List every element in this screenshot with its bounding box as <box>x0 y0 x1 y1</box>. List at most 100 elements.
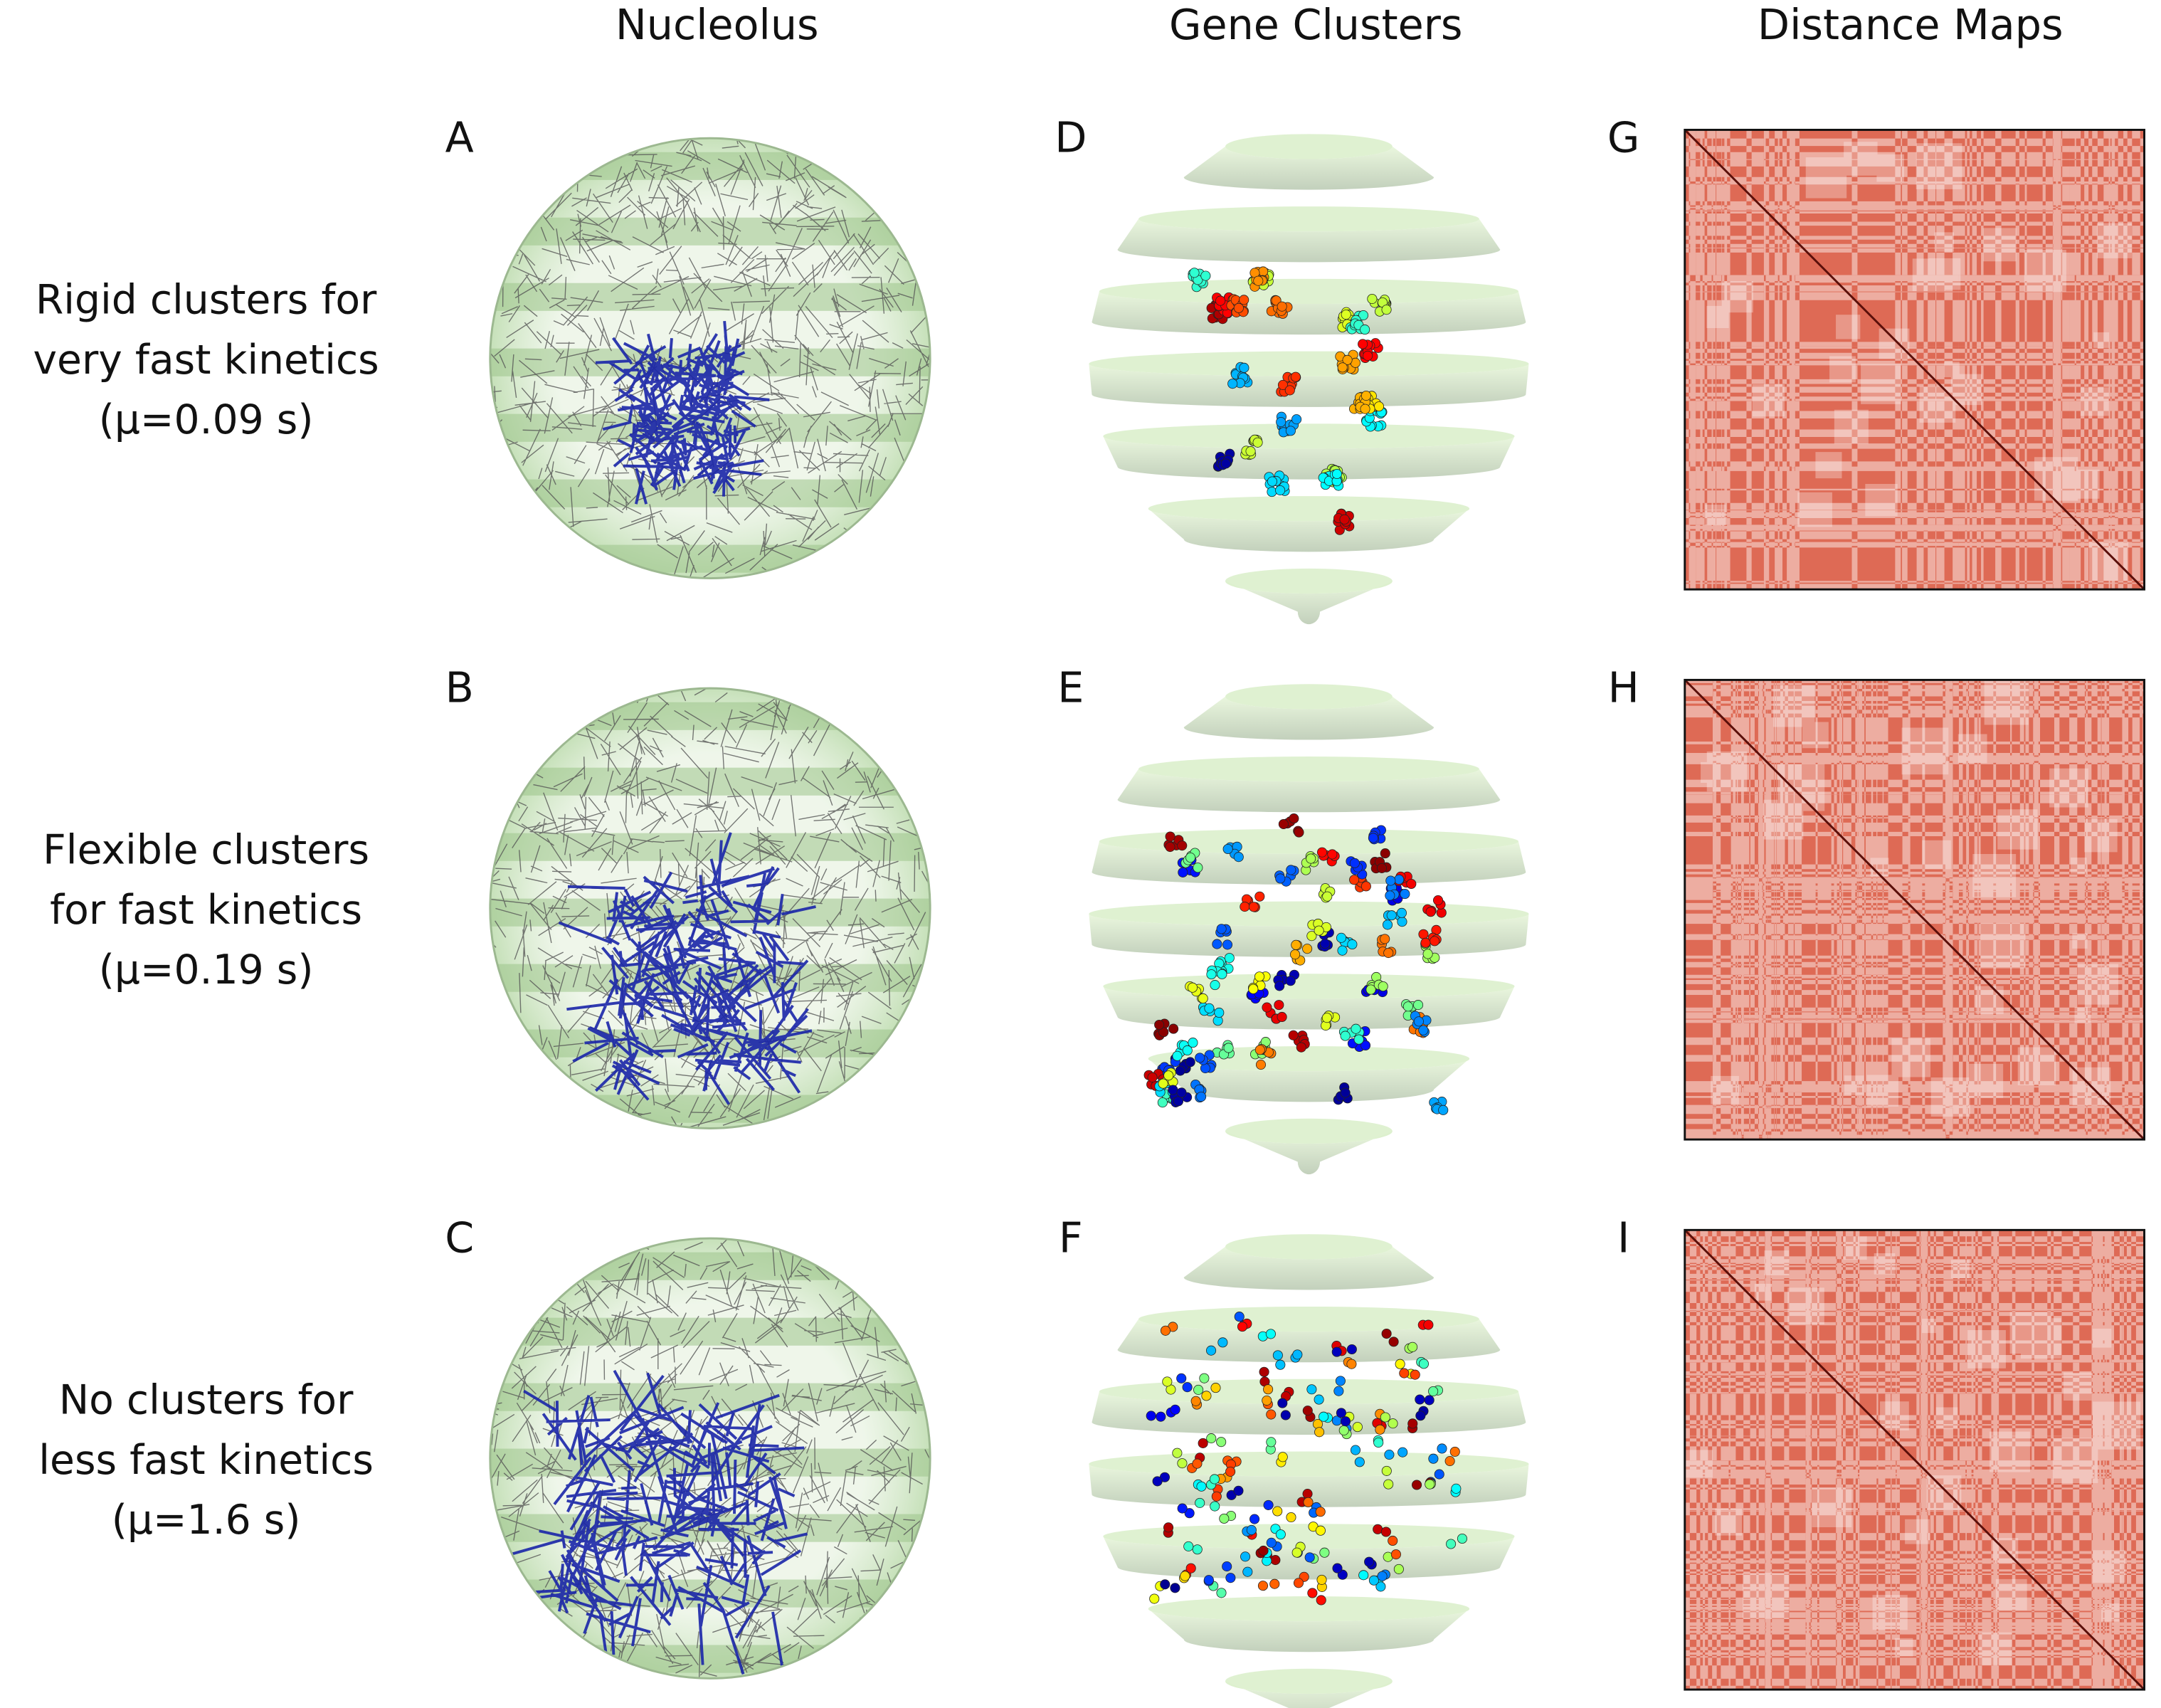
gene-bead <box>1240 902 1250 912</box>
gene-bead <box>1178 867 1188 877</box>
gene-bead <box>1239 295 1249 305</box>
gene-bead <box>1412 1000 1424 1011</box>
gene-bead <box>1239 362 1249 373</box>
gene-bead <box>1368 833 1378 843</box>
gene-bead <box>1358 310 1369 321</box>
gene-bead <box>1206 1433 1217 1444</box>
gene-bead <box>1212 939 1222 949</box>
panel-letter: H <box>1608 664 1639 712</box>
gene-bead <box>1368 1575 1379 1586</box>
gene-bead <box>1196 1091 1207 1102</box>
gene-bead <box>1162 1376 1173 1387</box>
gene-bead <box>1399 1368 1410 1378</box>
gene-bead <box>1395 1359 1405 1369</box>
gene-bead <box>1358 339 1368 349</box>
gene-bead <box>1346 1359 1357 1369</box>
gene-bead <box>1258 1545 1269 1556</box>
gene-bead <box>1158 1027 1169 1038</box>
gene-bead <box>1349 858 1360 868</box>
slab <box>1117 218 1501 263</box>
sphere-band <box>490 833 931 861</box>
gene-bead <box>1292 1349 1303 1360</box>
gene-bead <box>1407 1418 1418 1429</box>
gene-bead <box>1294 827 1304 838</box>
gene-bead <box>1360 390 1371 401</box>
map-blocks <box>1701 680 2119 1117</box>
gene-bead <box>1375 1581 1386 1592</box>
nucleolus-sphere <box>490 1238 931 1679</box>
panel-letter: D <box>1055 114 1087 162</box>
gene-bead <box>1340 1030 1351 1041</box>
gene-bead <box>1249 1514 1260 1524</box>
map-frame <box>1684 1228 2145 1691</box>
gene-bead <box>1402 1001 1413 1012</box>
gene-bead <box>1147 1072 1158 1082</box>
gene-bead <box>1152 1476 1163 1487</box>
gene-bead <box>1360 325 1370 335</box>
gray-network <box>490 138 931 579</box>
gene-bead <box>1210 1383 1221 1393</box>
gene-bead <box>1206 1345 1217 1356</box>
gene-bead <box>1388 1418 1398 1429</box>
gene-bead <box>1223 1043 1234 1053</box>
gene-bead <box>1200 270 1211 281</box>
gene-bead <box>1222 1561 1232 1572</box>
gene-bead <box>1364 1556 1375 1567</box>
map-frame <box>1684 128 2145 591</box>
gene-bead <box>1380 1527 1391 1537</box>
slab-top <box>1225 684 1393 710</box>
gene-bead <box>1342 354 1353 365</box>
gene-bead <box>1160 1325 1171 1336</box>
slab <box>1225 581 1393 625</box>
gene-bead <box>1274 1000 1284 1011</box>
gene-bead <box>1406 878 1417 890</box>
gene-bead <box>1266 1409 1277 1420</box>
row-label: Flexible clusters <box>43 827 369 874</box>
gene-bead <box>1237 1322 1248 1332</box>
slab-top <box>1225 568 1393 594</box>
slab-top <box>1099 278 1518 305</box>
gene-bead <box>1375 1424 1385 1435</box>
gene-bead <box>1367 293 1378 305</box>
gene-bead <box>1340 1416 1351 1427</box>
gene-bead <box>1373 1524 1383 1534</box>
gene-bead <box>1262 1002 1272 1013</box>
gene-bead <box>1351 1023 1361 1034</box>
gene-bead <box>1315 1507 1326 1517</box>
slab-top <box>1138 1306 1479 1332</box>
gene-bead <box>1193 1384 1204 1395</box>
gene-bead <box>1275 1359 1286 1370</box>
gene-bead <box>1257 1581 1269 1591</box>
gene-bead <box>1430 936 1440 947</box>
gene-bead <box>1376 863 1388 873</box>
gene-bead <box>1275 873 1286 884</box>
gene-bead <box>1248 984 1259 994</box>
gene-bead <box>1335 1376 1346 1386</box>
gene-bead <box>1175 1065 1185 1076</box>
gene-bead <box>1360 404 1370 414</box>
gene-bead <box>1242 1566 1253 1577</box>
slab-top <box>1138 757 1479 782</box>
gene-bead <box>1263 1384 1274 1395</box>
gene-bead <box>1307 1588 1318 1598</box>
gene-bead <box>1293 1578 1304 1588</box>
gene-bead <box>1189 268 1200 278</box>
gene-bead <box>1168 1023 1179 1034</box>
gene-bead <box>1358 1570 1369 1581</box>
nucleolus-sphere <box>490 138 931 579</box>
gene-bead <box>1185 1057 1195 1068</box>
gene-bead <box>1360 1040 1371 1051</box>
gene-bead <box>1233 302 1244 313</box>
gene-bead <box>1349 875 1360 885</box>
blue-network <box>558 832 816 1105</box>
gene-bead <box>1422 949 1433 959</box>
gene-bead <box>1316 847 1328 858</box>
slab-top <box>1225 1118 1393 1144</box>
gene-bead <box>1383 947 1394 959</box>
row-label: (μ=0.19 s) <box>99 947 314 993</box>
slab-top <box>1225 1668 1393 1694</box>
gene-bead <box>1393 1564 1404 1574</box>
panel-letter: E <box>1057 664 1084 712</box>
gene-bead <box>1306 1384 1317 1395</box>
gene-bead <box>1266 1537 1277 1548</box>
